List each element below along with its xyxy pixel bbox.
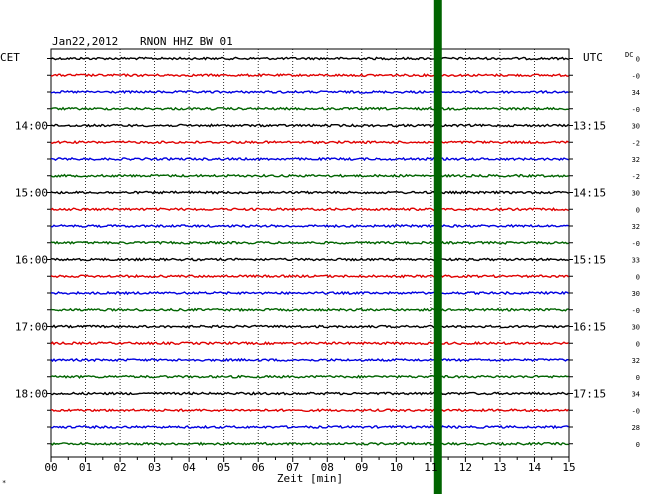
x-tick-label: 10 xyxy=(390,461,403,474)
seismic-trace xyxy=(50,374,569,379)
dc-value: 0 xyxy=(636,56,640,64)
x-tick-label: 14 xyxy=(528,461,542,474)
x-tick-label: 07 xyxy=(286,461,299,474)
seismic-trace xyxy=(50,89,569,95)
event-band-bar xyxy=(433,0,442,494)
seismic-trace xyxy=(50,56,569,61)
x-axis-label: Zeit [min] xyxy=(277,472,343,485)
seismic-trace xyxy=(50,341,569,346)
x-tick-label: 06 xyxy=(252,461,265,474)
corner-mark: * xyxy=(2,479,6,487)
dc-value: -0 xyxy=(632,240,640,248)
left-time-label: 18:00 xyxy=(15,388,48,401)
trace-group xyxy=(50,56,569,446)
seismic-trace xyxy=(50,307,569,312)
seismic-trace xyxy=(50,408,569,413)
dc-value: 33 xyxy=(632,257,640,265)
seismic-trace xyxy=(50,123,569,128)
seismic-trace xyxy=(50,223,569,229)
seismic-trace xyxy=(50,140,569,145)
seismic-trace xyxy=(50,72,569,78)
grid-lines xyxy=(47,48,573,462)
dc-value: 0 xyxy=(636,340,640,348)
dc-value: 30 xyxy=(632,190,640,198)
x-tick-label: 12 xyxy=(459,461,472,474)
right-time-label: 14:15 xyxy=(573,187,606,200)
seismic-trace xyxy=(50,156,569,162)
left-time-label: 15:00 xyxy=(15,187,48,200)
seismic-trace xyxy=(50,106,569,111)
header-date: Jan22,2012 xyxy=(52,35,118,48)
right-time-label: 17:15 xyxy=(573,388,606,401)
right-time-label: 13:15 xyxy=(573,120,606,133)
seismic-trace xyxy=(50,257,569,262)
left-time-label: 17:00 xyxy=(15,321,48,334)
right-time-label: 15:15 xyxy=(573,254,606,267)
seismic-trace xyxy=(50,240,569,245)
dc-value: 34 xyxy=(632,391,640,399)
header-station: RNON HHZ BW 01 xyxy=(140,35,233,48)
x-tick-label: 09 xyxy=(355,461,368,474)
dc-value: 30 xyxy=(632,123,640,131)
dc-value: -0 xyxy=(632,106,640,114)
dc-value: 0 xyxy=(636,374,640,382)
label-group: Jan22,2012 RNON HHZ BW 01 CET UTC DC Zei… xyxy=(0,35,640,487)
seismic-trace xyxy=(50,274,569,279)
x-tick-label: 13 xyxy=(493,461,506,474)
x-tick-label: 01 xyxy=(79,461,92,474)
x-tick-label: 00 xyxy=(44,461,57,474)
seismic-trace xyxy=(50,424,569,430)
dc-value: 0 xyxy=(636,206,640,214)
x-tick-label: 11 xyxy=(424,461,437,474)
plot-frame xyxy=(50,48,570,458)
seismic-trace xyxy=(50,324,569,329)
seismic-trace xyxy=(50,190,569,195)
seismic-trace xyxy=(50,391,569,396)
dc-value: 0 xyxy=(636,273,640,281)
dc-value: 30 xyxy=(632,324,640,332)
left-time-label: 14:00 xyxy=(15,120,48,133)
seismic-trace xyxy=(50,290,569,296)
dc-label: DC xyxy=(625,51,633,59)
dc-value: -0 xyxy=(632,72,640,80)
right-zone-label: UTC xyxy=(583,51,603,64)
x-tick-label: 15 xyxy=(562,461,575,474)
dc-value: -2 xyxy=(632,139,640,147)
dc-value: -0 xyxy=(632,307,640,315)
x-tick-label: 04 xyxy=(183,461,197,474)
dc-value: -2 xyxy=(632,173,640,181)
seismic-trace xyxy=(50,441,569,446)
right-time-label: 16:15 xyxy=(573,321,606,334)
dc-value: 0 xyxy=(636,441,640,449)
dc-value: 32 xyxy=(632,357,640,365)
dc-value: 32 xyxy=(632,223,640,231)
seismic-trace xyxy=(50,207,569,212)
event-band xyxy=(433,0,442,494)
dc-value: 28 xyxy=(632,424,640,432)
dc-value: -0 xyxy=(632,407,640,415)
left-zone-label: CET xyxy=(0,51,20,64)
seismic-trace xyxy=(50,173,569,178)
x-tick-label: 03 xyxy=(148,461,161,474)
seismic-trace xyxy=(50,357,569,363)
x-tick-label: 05 xyxy=(217,461,230,474)
left-time-label: 16:00 xyxy=(15,254,48,267)
x-tick-label: 08 xyxy=(321,461,334,474)
dc-value: 32 xyxy=(632,156,640,164)
dc-value: 34 xyxy=(632,89,640,97)
dc-value: 30 xyxy=(632,290,640,298)
x-tick-label: 02 xyxy=(113,461,126,474)
